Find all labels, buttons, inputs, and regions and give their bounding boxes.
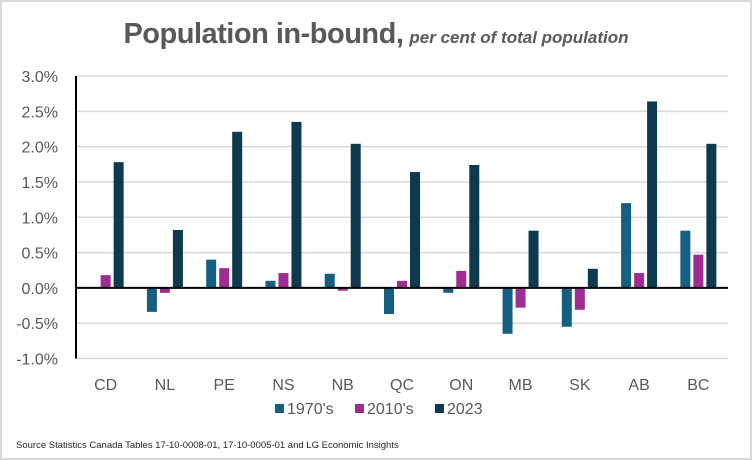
x-tick-label: CD <box>94 377 117 394</box>
legend-label: 1970's <box>287 401 334 418</box>
y-tick-label: 1.5% <box>22 175 58 192</box>
y-tick-label: -1.0% <box>16 352 58 369</box>
legend-swatch-2023 <box>435 404 444 413</box>
legend-label: 2023 <box>447 401 483 418</box>
bar-mb-2010s <box>515 287 526 308</box>
bar-ab-2023 <box>647 101 658 288</box>
bar-on-2010s <box>456 270 467 288</box>
bars <box>100 101 717 334</box>
bar-nl-2023 <box>172 229 183 288</box>
x-tick-label: MB <box>509 377 533 394</box>
x-tick-label: AB <box>628 377 649 394</box>
y-tick-label: 2.5% <box>22 104 58 121</box>
bar-cd-2023 <box>113 162 124 288</box>
bar-sk-2010s <box>574 287 585 310</box>
y-tick-label: 1.0% <box>22 210 58 227</box>
bar-pe-1970s <box>206 259 217 288</box>
bar-nl-2010s <box>159 287 170 293</box>
source-note: Source Statistics Canada Tables 17-10-00… <box>16 440 399 451</box>
bar-ns-1970s <box>265 280 276 288</box>
bar-bc-2010s <box>693 254 704 288</box>
gridlines <box>76 75 728 360</box>
bar-bc-2023 <box>706 143 717 288</box>
x-tick-label: PE <box>214 377 235 394</box>
axes <box>75 76 728 359</box>
bar-nb-2010s <box>337 287 348 291</box>
bar-mb-2023 <box>528 230 539 288</box>
bar-nb-1970s <box>324 273 335 288</box>
bar-pe-2010s <box>219 268 230 288</box>
legend-swatch-1970s <box>275 404 284 413</box>
bar-ns-2010s <box>278 273 289 288</box>
x-tick-label: BC <box>687 377 709 394</box>
bar-qc-1970s <box>384 287 394 315</box>
y-tick-label: -0.5% <box>16 316 58 333</box>
x-tick-label: QC <box>390 377 414 394</box>
bar-pe-2023 <box>232 131 243 288</box>
bar-on-2023 <box>469 164 480 288</box>
bar-qc-2010s <box>397 280 407 288</box>
bar-cd-2010s <box>100 275 111 288</box>
x-tick-label: SK <box>569 377 591 394</box>
legend-label: 2010's <box>367 401 414 418</box>
y-tick-label: 3.0% <box>22 69 58 86</box>
chart-subtitle: per cent of total population <box>409 28 629 47</box>
x-tick-label: NL <box>155 377 176 394</box>
bar-nb-2023 <box>350 143 361 288</box>
y-tick-label: 2.0% <box>22 140 58 157</box>
legend-swatch-2010s <box>355 404 364 413</box>
bar-sk-2023 <box>587 268 598 288</box>
bar-mb-1970s <box>502 287 513 334</box>
bar-qc-2023 <box>410 172 420 288</box>
x-tick-label: ON <box>449 377 473 394</box>
x-tick-label: NS <box>272 377 294 394</box>
x-axis-tick-labels: CD NL PE NS NB QC ON MB SK AB BC <box>94 377 709 394</box>
y-tick-label: 0.0% <box>22 281 58 298</box>
bar-bc-1970s <box>680 230 691 288</box>
bar-nl-1970s <box>146 287 157 312</box>
chart-title-main: Population in-bound, <box>123 18 404 50</box>
bar-on-1970s <box>443 287 454 293</box>
bar-sk-1970s <box>561 287 572 327</box>
y-axis-tick-labels: 3.0% 2.5% 2.0% 1.5% 1.0% 0.5% 0.0% -0.5% -1.0% <box>16 69 58 369</box>
y-tick-label: 0.5% <box>22 246 58 263</box>
x-tick-label: NB <box>332 377 354 394</box>
bar-ab-2010s <box>634 273 645 288</box>
legend: 1970's 2010's 2023 <box>275 401 483 418</box>
chart-title: Population in-bound, per cent of total po… <box>0 18 752 51</box>
bar-ab-1970s <box>621 203 632 288</box>
bar-ns-2023 <box>291 121 302 288</box>
